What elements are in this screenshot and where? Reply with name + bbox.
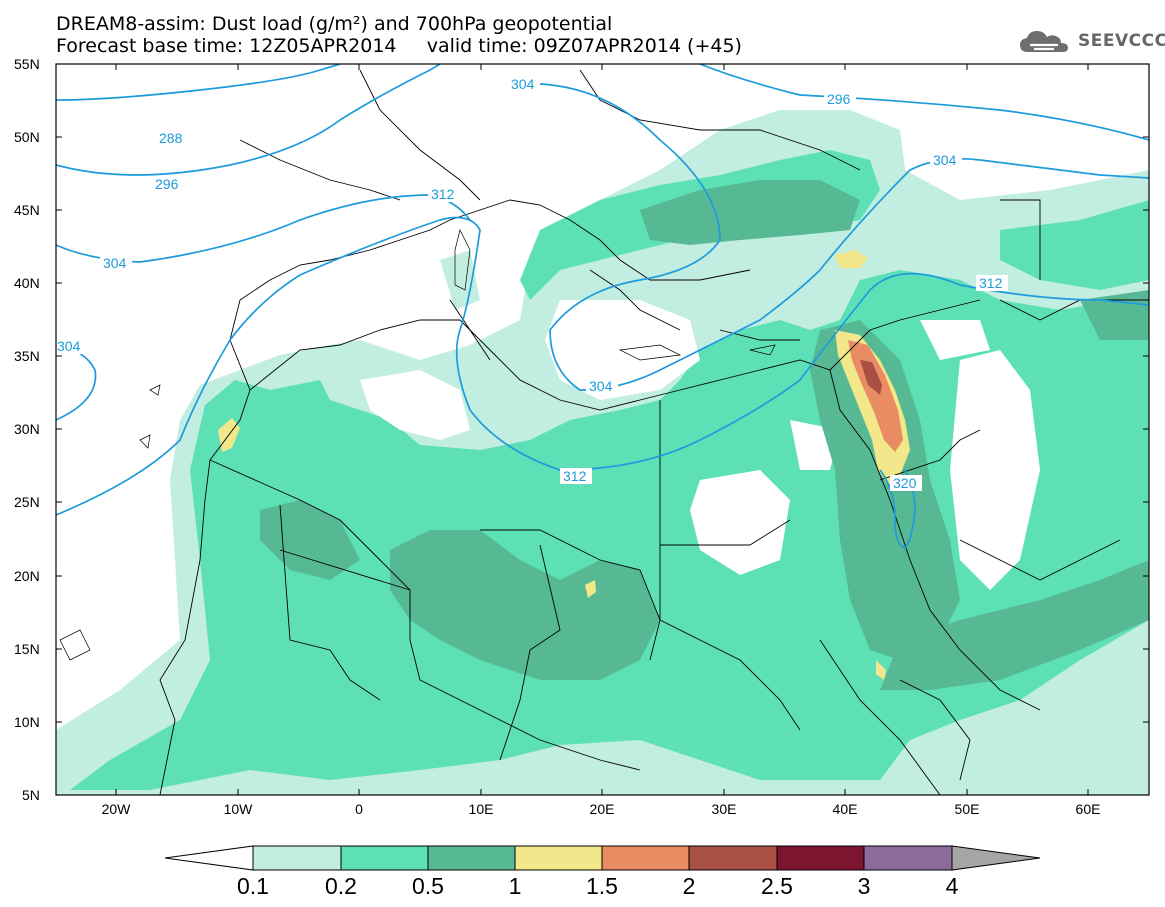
contour-label-296: 296 [155, 176, 179, 192]
colorbar-label-3: 3 [858, 873, 871, 899]
colorbar-label-0.1: 0.1 [237, 873, 269, 899]
lat-label-30n: 30N [14, 421, 40, 437]
lat-label-5n: 5N [22, 787, 40, 803]
dust-layer-2.0 [860, 360, 882, 395]
contour-label-304-c: 304 [511, 76, 535, 92]
colorbar-label-4: 4 [946, 873, 959, 899]
logo-text: SEEVCCC [1078, 31, 1165, 51]
contour-label-304-e: 304 [589, 378, 613, 394]
lon-label-20w: 20W [102, 801, 132, 817]
lon-label-10e: 10E [469, 801, 494, 817]
latitude-axis [56, 136, 1149, 723]
contour-label-304: 304 [103, 255, 127, 271]
colorbar-label-0.5: 0.5 [412, 873, 444, 899]
colorbar-swatch-1 [514, 845, 603, 871]
lat-label-20n: 20N [14, 568, 40, 584]
lat-label-55n: 55N [14, 56, 40, 72]
longitude-labels: 20W 10W 0 10E 20E 30E 40E 50E 60E [102, 801, 1101, 817]
coastlines [59, 228, 776, 661]
colorbar-label-2.5: 2.5 [761, 873, 793, 899]
colorbar: 0.1 0.2 0.5 1 1.5 2 2.5 3 4 [164, 845, 1041, 899]
dust-layer-0.5 [260, 180, 1149, 690]
lat-label-45n: 45N [14, 202, 40, 218]
map-title: DREAM8-assim: Dust load (g/m²) and 700hP… [56, 13, 613, 35]
contour-label-312: 312 [431, 186, 455, 202]
colorbar-label-1: 1 [509, 873, 522, 899]
lon-label-0: 0 [355, 801, 363, 817]
colorbar-swatch-2.5 [776, 845, 865, 871]
lat-label-15n: 15N [14, 641, 40, 657]
colorbar-label-2: 2 [683, 873, 696, 899]
lon-label-30e: 30E [712, 801, 737, 817]
lon-label-60e: 60E [1076, 801, 1101, 817]
clear-areas [360, 300, 1040, 590]
lat-label-10n: 10N [14, 714, 40, 730]
lat-label-35n: 35N [14, 348, 40, 364]
colorbar-low-arrow [164, 845, 254, 871]
contour-label-304-d: 304 [933, 152, 957, 168]
longitude-axis [115, 64, 1089, 795]
colorbar-swatch-2 [688, 845, 778, 871]
lon-label-20e: 20E [590, 801, 615, 817]
contour-label-304-b: 304 [57, 338, 81, 354]
contour-label-312-b: 312 [979, 275, 1003, 291]
lon-label-10w: 10W [224, 801, 254, 817]
contour-label-288: 288 [159, 130, 183, 146]
contour-label-312-c: 312 [563, 468, 587, 484]
colorbar-label-1.5: 1.5 [586, 873, 618, 899]
dust-layer-1.5 [848, 340, 903, 452]
colorbar-high-arrow [951, 845, 1041, 871]
forecast-time-subtitle: Forecast base time: 12Z05APR2014 valid t… [56, 35, 742, 57]
colorbar-label-0.2: 0.2 [325, 873, 357, 899]
contour-labels: 288 296 304 304 312 304 296 304 312 304 … [56, 76, 1008, 491]
lat-label-25n: 25N [14, 494, 40, 510]
colorbar-swatch-0.1 [252, 845, 342, 871]
lon-label-40e: 40E [833, 801, 858, 817]
contour-label-320: 320 [893, 475, 917, 491]
colorbar-swatch-0.5 [427, 845, 516, 871]
lat-label-50n: 50N [14, 129, 40, 145]
cloud-icon [1020, 31, 1068, 52]
contour-label-296-b: 296 [827, 91, 851, 107]
country-borders [159, 69, 1149, 795]
colorbar-swatch-0.2 [340, 845, 429, 871]
latitude-labels: 55N 50N 45N 40N 35N 30N 25N 20N 15N 10N … [14, 56, 40, 803]
lon-label-50e: 50E [955, 801, 980, 817]
map-area: 288 296 304 304 312 304 296 304 312 304 … [56, 64, 1149, 795]
colorbar-swatch-3 [863, 845, 953, 871]
colorbar-swatch-1.5 [601, 845, 690, 871]
seevccc-logo: SEEVCCC [1018, 28, 1165, 54]
lat-label-40n: 40N [14, 275, 40, 291]
